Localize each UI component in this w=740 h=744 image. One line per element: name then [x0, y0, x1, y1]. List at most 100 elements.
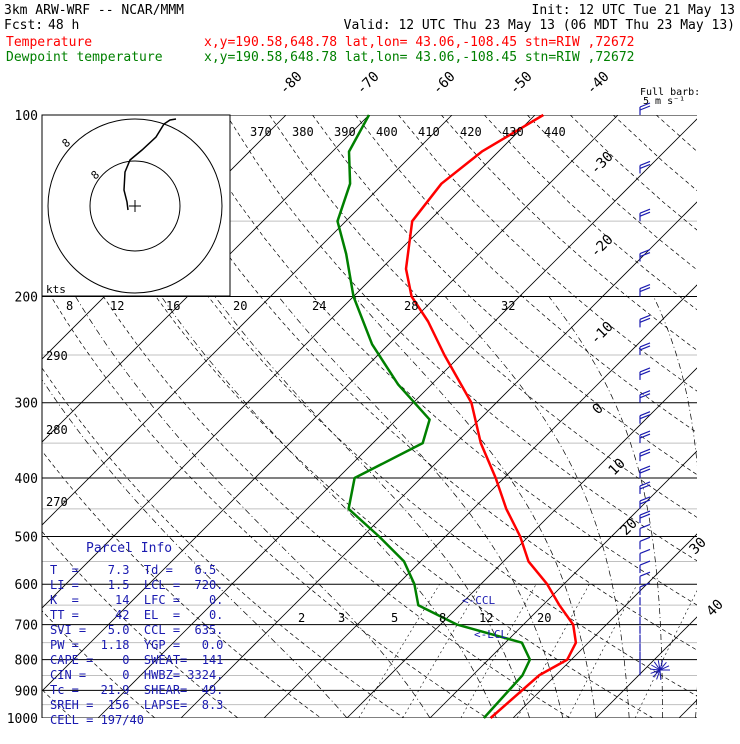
parcel-info-row: SVI = 5.0 CCL = 635.	[50, 623, 223, 637]
header-model: 3km ARW-WRF -- NCAR/MMM	[4, 3, 184, 18]
mixing-ratio-label: 12	[479, 611, 493, 625]
parcel-info-panel: Parcel Info T = 7.3 Td = 6.5 LI = 1.5 LC…	[50, 541, 223, 727]
barb-legend-line2: 5 m s⁻¹	[643, 96, 685, 107]
theta-label: 410	[418, 125, 440, 139]
mixing-ratio-line	[517, 584, 589, 718]
dry-adiabat	[398, 115, 740, 718]
isotherm-label: -20	[588, 232, 617, 261]
theta-e-label: 24	[312, 299, 326, 313]
isotherm-label: -70	[354, 69, 383, 98]
hodograph-kts-label: kts	[46, 283, 66, 296]
header-init: Init: 12 UTC Tue 21 May 13	[532, 3, 736, 18]
theta-label: 420	[460, 125, 482, 139]
header-valid: Valid: 12 UTC Thu 23 May 13 (06 MDT Thu …	[344, 18, 735, 33]
pressure-tick-label: 500	[15, 530, 38, 545]
parcel-info-row: PW = 1.18 YGP = 0.0	[50, 638, 223, 652]
dewpoint-legend-label: Dewpoint temperature	[6, 50, 163, 65]
parcel-info-row: TT = 42 EL = 0.	[50, 608, 223, 622]
lcl-marker: <-LCL	[474, 628, 507, 641]
dry-adiabat	[613, 115, 740, 718]
pressure-tick-label: 300	[15, 397, 38, 412]
parcel-info-row: LI = 1.5 LCL = 720.	[50, 578, 223, 592]
dry-adiabat	[527, 115, 740, 718]
theta-label: 390	[334, 125, 356, 139]
mixing-ratio-line	[359, 584, 440, 718]
theta-left-label: 270	[46, 495, 68, 509]
ccl-marker: <-CCL	[462, 594, 495, 607]
dry-adiabat	[141, 115, 740, 718]
isotherm-label: 20	[618, 516, 641, 539]
theta-label: 380	[292, 125, 314, 139]
dry-adiabat	[699, 115, 740, 718]
temperature-legend-info: x,y=190.58,648.78 lat,lon= 43.06,-108.45…	[204, 35, 634, 50]
parcel-info-row: CELL = 197/40	[50, 713, 144, 727]
isotherm-label: 40	[704, 597, 727, 620]
isotherm-label: -60	[430, 69, 459, 98]
isotherm	[513, 115, 740, 718]
theta-label: 430	[502, 125, 524, 139]
theta-label: 400	[376, 125, 398, 139]
theta-label: 440	[544, 125, 566, 139]
pressure-tick-label: 200	[15, 291, 38, 306]
dewpoint-legend-info: x,y=190.58,648.78 lat,lon= 43.06,-108.45…	[204, 50, 634, 65]
mixing-ratio-label: 2	[298, 611, 305, 625]
parcel-info-row: T = 7.3 Td = 6.5	[50, 563, 216, 577]
pressure-tick-label: 100	[15, 109, 38, 124]
isotherm-label: -40	[584, 69, 613, 98]
theta-left-label: 280	[46, 423, 68, 437]
header-fcst-label: Fcst:	[4, 18, 43, 33]
isotherm-label: 10	[606, 456, 629, 479]
parcel-info-row: Tc = 21.9 SHEAR= 49.	[50, 683, 223, 697]
header-fcst-value: 48 h	[48, 18, 79, 33]
temperature-legend-label: Temperature	[6, 35, 92, 50]
isotherm-label: -80	[277, 69, 306, 98]
theta-e-label: 32	[501, 299, 515, 313]
wind-barbs	[640, 103, 670, 680]
isotherm	[596, 115, 740, 718]
pressure-tick-label: 900	[15, 684, 38, 699]
dry-adiabat	[484, 115, 740, 718]
parcel-info-row: CAPE = 0 SWEAT= 141	[50, 653, 223, 667]
mixing-ratio-label: 3	[338, 611, 345, 625]
theta-e-label: 20	[233, 299, 247, 313]
pressure-tick-label: 800	[15, 654, 38, 669]
parcel-info-row: K = 14 LFC = 0.	[50, 593, 223, 607]
isotherm	[679, 115, 740, 718]
moist-adiabat	[654, 297, 702, 719]
wind-barb	[660, 670, 661, 680]
isotherm	[181, 115, 740, 718]
theta-label: 370	[250, 125, 272, 139]
pressure-tick-label: 600	[15, 578, 38, 593]
theta-left-label: 290	[46, 349, 68, 363]
isotherm-label: -30	[588, 149, 617, 178]
mixing-ratio-line	[635, 584, 700, 718]
sounding-profiles	[338, 115, 576, 718]
pressure-tick-label: 1000	[7, 712, 38, 727]
moist-adiabat	[278, 297, 562, 719]
moist-adiabat	[215, 297, 530, 719]
parcel-info-row: SREH = 156 LAPSE= 8.3	[50, 698, 223, 712]
parcel-info-title: Parcel Info	[86, 541, 172, 556]
dry-adiabat	[656, 115, 740, 718]
mixing-ratio-label: 20	[537, 611, 551, 625]
mixing-ratio-label: 8	[439, 611, 446, 625]
dry-adiabat	[570, 115, 740, 718]
theta-e-label: 8	[66, 299, 73, 313]
theta-e-label: 16	[166, 299, 180, 313]
wind-barb-flag	[640, 572, 650, 576]
isotherm-label: 30	[687, 535, 710, 558]
isotherm-label: -50	[507, 69, 536, 98]
dry-adiabat	[313, 115, 740, 718]
pressure-tick-label: 400	[15, 472, 38, 487]
moist-adiabat	[549, 297, 663, 719]
pressure-tick-label: 700	[15, 619, 38, 634]
isotherm-label: -10	[588, 319, 617, 348]
parcel-info-row: CIN = 0 HWBZ= 3324.	[50, 668, 223, 682]
theta-e-label: 28	[404, 299, 418, 313]
isotherm	[347, 115, 740, 718]
dry-adiabat	[184, 115, 740, 718]
theta-e-label: 12	[110, 299, 124, 313]
